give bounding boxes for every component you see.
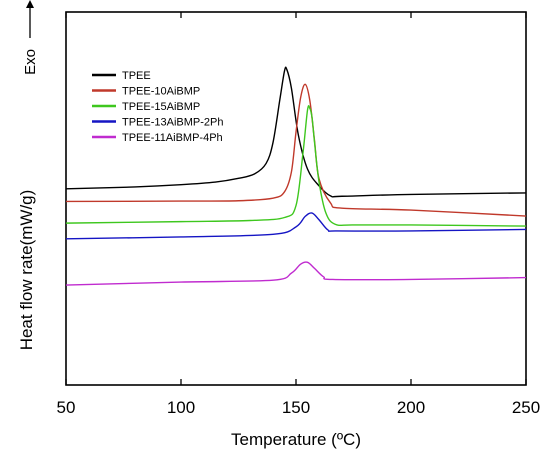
series-line-tpee-15aibmp: [65, 105, 527, 227]
legend-label: TPEE-10AiBMP: [122, 86, 200, 98]
exo-indicator: Exo: [22, 0, 39, 75]
x-tick-label: 50: [57, 398, 76, 417]
legend-label: TPEE-15AiBMP: [122, 101, 200, 113]
series-line-tpee-13aibmp-2ph: [65, 212, 527, 240]
x-tick-label: 250: [512, 398, 540, 417]
x-axis-title: Temperature (ºC): [231, 430, 361, 449]
x-axis: 50 100 150 200 250: [57, 12, 540, 417]
exo-arrow-head: [26, 0, 34, 8]
series-line-tpee-11aibmp-4ph: [65, 261, 527, 286]
x-tick-label: 200: [397, 398, 425, 417]
series-line-tpee-10aibmp: [65, 83, 527, 217]
plot-frame: [65, 11, 527, 386]
legend: TPEE TPEE-10AiBMP TPEE-15AiBMP TPEE-13AiBMP…: [92, 70, 223, 144]
series-line-tpee: [65, 66, 527, 198]
plot-area: [65, 66, 527, 286]
legend-label: TPEE: [122, 70, 151, 82]
legend-label: TPEE-11AiBMP-4Ph: [122, 132, 223, 144]
exo-label: Exo: [22, 49, 39, 75]
x-tick-label: 100: [167, 398, 195, 417]
legend-label: TPEE-13AiBMP-2Ph: [122, 117, 223, 129]
y-axis-title: Heat flow rate(mW/g): [17, 190, 36, 351]
x-tick-label: 150: [282, 398, 310, 417]
